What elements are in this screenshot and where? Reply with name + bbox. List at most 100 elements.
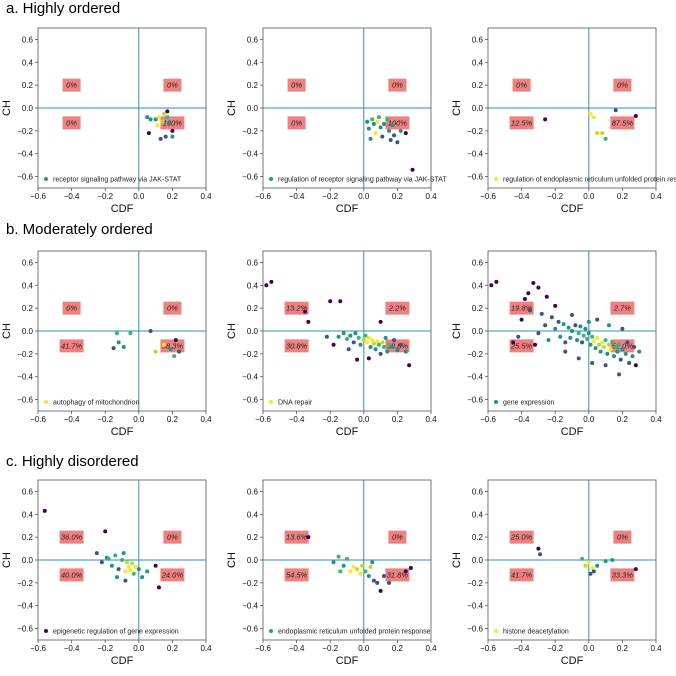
data-point [595, 335, 600, 340]
y-tick-label: 0.4 [472, 510, 484, 519]
data-point [410, 167, 415, 172]
quadrant-box-bottom-right [610, 116, 635, 130]
data-point [380, 134, 385, 139]
data-point [600, 340, 605, 345]
x-tick-label: 0.4 [200, 644, 212, 653]
data-point [608, 347, 613, 352]
y-tick-label: −0.6 [242, 396, 258, 405]
data-point [341, 331, 346, 336]
data-point [130, 561, 135, 566]
data-point [593, 346, 598, 351]
legend-label: epigenetic regulation of gene expression [53, 629, 179, 636]
y-axis-label: CH [451, 552, 463, 568]
data-point [613, 108, 618, 113]
quadrant-percent-top-right: 0% [167, 81, 178, 90]
quadrant-percent-top-left: 13.2% [286, 304, 308, 313]
data-point [355, 567, 360, 572]
y-tick-label: −0.4 [242, 150, 258, 159]
data-point [526, 291, 531, 296]
data-point [591, 339, 596, 344]
x-tick-label: −0.6 [255, 415, 271, 424]
data-point [125, 560, 130, 565]
legend-marker [44, 400, 48, 404]
data-point [373, 131, 378, 136]
x-tick-label: −0.6 [255, 192, 271, 201]
data-point [370, 338, 375, 343]
quadrant-percent-bottom-left: 25.5% [510, 341, 533, 350]
data-point [590, 334, 595, 339]
quadrant-percent-bottom-left: 0% [291, 118, 302, 127]
x-axis-label: CDF [111, 203, 134, 215]
data-point [596, 342, 601, 347]
quadrant-box-bottom-left [509, 116, 534, 130]
quadrant-box-top-left [509, 530, 534, 544]
y-tick-label: −0.4 [467, 602, 483, 611]
x-tick-label: 0.2 [167, 644, 179, 653]
section-title-highly-ordered: a. Highly ordered [6, 0, 121, 17]
data-point [543, 117, 548, 122]
data-point [145, 569, 150, 574]
data-point [516, 334, 521, 339]
y-tick-label: 0.2 [22, 304, 34, 313]
data-point [355, 357, 360, 362]
data-point [366, 574, 371, 578]
x-tick-label: −0.4 [64, 644, 80, 653]
y-axis-label: CH [451, 323, 463, 339]
data-point [336, 554, 341, 559]
y-tick-label: 0.6 [247, 35, 259, 44]
data-point [375, 580, 380, 585]
data-point [360, 563, 365, 568]
data-point [613, 345, 618, 349]
x-tick-label: 0.2 [617, 415, 629, 424]
y-axis-label: CH [451, 100, 463, 116]
quadrant-box-top-left [284, 301, 309, 315]
data-point [578, 324, 583, 329]
y-tick-label: 0.0 [22, 556, 34, 565]
quadrant-box-top-right [385, 301, 410, 315]
data-point [383, 335, 388, 340]
y-tick-label: −0.2 [242, 350, 258, 359]
y-axis-label: CH [1, 100, 13, 116]
section-title-highly-disordered: c. Highly disordered [6, 453, 139, 470]
data-point [306, 319, 311, 324]
quadrant-box-bottom-left [59, 339, 84, 353]
y-tick-label: −0.4 [467, 150, 483, 159]
data-point [612, 354, 616, 359]
x-tick-label: −0.6 [480, 415, 496, 424]
data-point [353, 331, 358, 336]
data-point [590, 361, 595, 365]
y-tick-label: 0.2 [247, 81, 259, 90]
data-point [583, 326, 588, 331]
legend-marker [269, 400, 273, 404]
data-point [153, 117, 158, 122]
data-point [573, 323, 578, 328]
data-point [371, 578, 376, 583]
y-tick-label: 0.4 [247, 510, 259, 519]
data-point [549, 315, 554, 320]
data-point [368, 345, 373, 349]
y-tick-label: 0.6 [22, 487, 34, 496]
quadrant-box-bottom-right [160, 116, 185, 130]
quadrant-percent-bottom-right: 24.0% [161, 570, 184, 579]
data-point [380, 340, 385, 345]
data-point [544, 294, 549, 299]
x-axis-label: CDF [111, 426, 134, 438]
data-point [588, 571, 593, 576]
x-tick-label: 0.4 [650, 415, 662, 424]
data-point [605, 351, 610, 356]
data-point [378, 125, 383, 130]
data-point [123, 578, 128, 583]
data-point [376, 115, 381, 120]
y-tick-label: −0.2 [242, 579, 258, 588]
quadrant-box-top-left [287, 78, 306, 92]
data-point [103, 529, 108, 534]
y-tick-label: 0.6 [22, 258, 34, 267]
data-point [114, 331, 119, 336]
data-point [148, 329, 153, 333]
y-tick-label: −0.4 [17, 150, 33, 159]
x-tick-label: −0.2 [322, 192, 338, 201]
data-point [146, 131, 151, 136]
data-point [358, 571, 363, 576]
data-point [106, 556, 111, 561]
data-point [563, 340, 568, 345]
